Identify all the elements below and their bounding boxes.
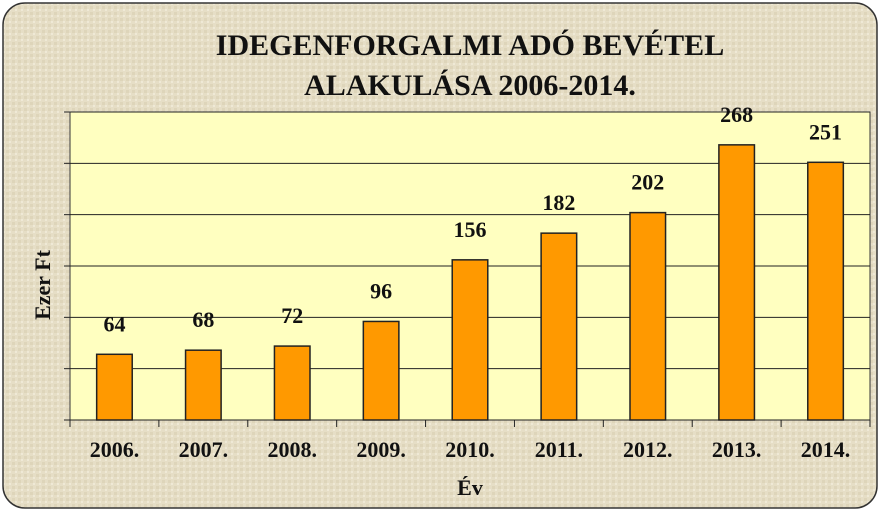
bar: [273, 345, 311, 421]
data-label: 96: [370, 278, 392, 303]
x-tick-label: 2007.: [179, 437, 229, 462]
data-label: 182: [542, 190, 575, 215]
x-tick-label: 2014.: [801, 437, 851, 462]
data-label: 268: [720, 102, 753, 127]
data-label: 202: [631, 170, 664, 195]
x-axis-label: Év: [457, 475, 483, 500]
bar: [362, 320, 400, 421]
data-label: 251: [809, 119, 842, 144]
x-tick-label: 2006.: [90, 437, 140, 462]
bar: [95, 353, 133, 421]
x-tick-label: 2011.: [535, 437, 583, 462]
data-label: 156: [454, 217, 487, 242]
x-tick-label: 2009.: [356, 437, 406, 462]
bar: [451, 259, 489, 421]
data-label: 72: [281, 303, 303, 328]
bar: [540, 232, 578, 421]
data-label: 64: [103, 311, 125, 336]
bar: [184, 349, 222, 421]
bar: [629, 211, 667, 421]
chart-title: IDEGENFORGALMI ADÓ BEVÉTEL: [216, 29, 724, 62]
bar: [718, 144, 756, 421]
x-tick-label: 2013.: [712, 437, 762, 462]
x-tick-label: 2008.: [267, 437, 317, 462]
chart-title: ALAKULÁSA 2006-2014.: [304, 69, 636, 102]
y-axis-label: Ezer Ft: [30, 249, 55, 320]
data-label: 68: [192, 307, 214, 332]
x-tick-label: 2012.: [623, 437, 673, 462]
bar: [807, 161, 845, 421]
x-tick-label: 2010.: [445, 437, 495, 462]
